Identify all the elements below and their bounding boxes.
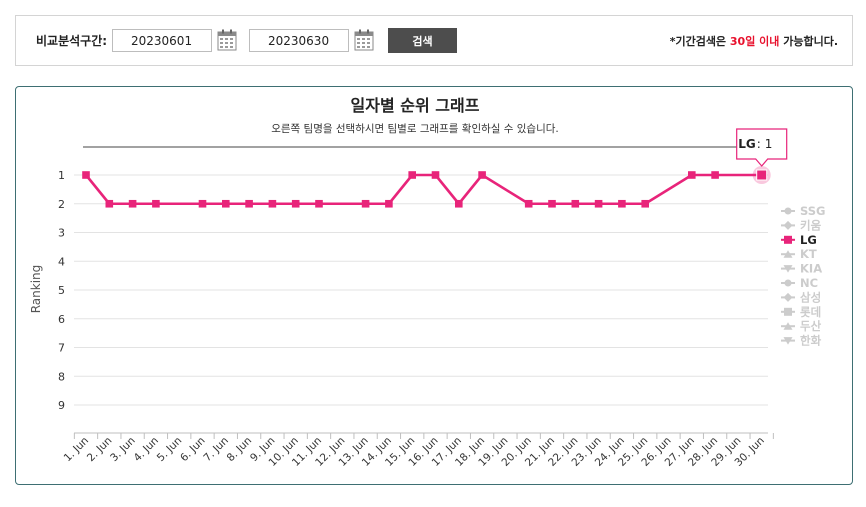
legend-label: KIA xyxy=(800,262,822,276)
calendar-icon[interactable] xyxy=(354,29,374,51)
filter-label: 비교분석구간: xyxy=(36,34,108,48)
legend-item-1[interactable]: SSG xyxy=(781,204,826,218)
data-point-marker xyxy=(128,199,137,208)
legend-marker xyxy=(783,220,793,230)
period-notice: *기간검색은 30일 이내 가능합니다. xyxy=(670,33,838,49)
x-tick-label: 8. Jun xyxy=(225,435,255,465)
legend-label: 키움 xyxy=(800,218,822,232)
legend-item-9[interactable]: 두산 xyxy=(781,319,822,333)
legend-item-2[interactable]: 키움 xyxy=(781,218,822,232)
x-tick-label: 3. Jun xyxy=(108,435,138,465)
tooltip-series-label: LG xyxy=(738,137,756,151)
data-point-marker xyxy=(268,199,277,208)
notice-suffix: 가능합니다. xyxy=(779,35,838,48)
series-line-lg xyxy=(84,173,762,206)
y-tick-label: 2 xyxy=(58,198,65,211)
end-date-input[interactable] xyxy=(249,29,349,52)
legend-marker xyxy=(784,207,792,215)
data-point-marker xyxy=(571,199,580,208)
x-tick-label: 5. Jun xyxy=(155,435,185,465)
data-point-marker xyxy=(361,199,370,208)
legend-item-5[interactable]: KIA xyxy=(781,262,822,276)
legend-item-8[interactable]: 롯데 xyxy=(781,305,821,319)
data-point-marker xyxy=(152,199,160,208)
y-tick-label: 4 xyxy=(58,255,65,268)
tooltip-value: 1 xyxy=(765,137,773,151)
y-tick-label: 8 xyxy=(58,370,65,383)
legend-label: NC xyxy=(800,276,818,290)
start-date-input[interactable] xyxy=(112,29,212,52)
legend-item-10[interactable]: 한화 xyxy=(781,334,822,348)
data-point-marker xyxy=(105,199,114,208)
data-point-marker xyxy=(245,199,253,208)
legend-item-6[interactable]: NC xyxy=(781,276,818,290)
legend-label: LG xyxy=(800,233,817,247)
data-point-marker xyxy=(548,199,556,208)
x-tick-label: 6. Jun xyxy=(178,435,208,465)
legend-marker xyxy=(783,265,793,273)
data-point-marker xyxy=(291,199,300,208)
legend-label: 삼성 xyxy=(800,290,821,304)
legend-label: 롯데 xyxy=(800,305,821,319)
x-tick-label: 4. Jun xyxy=(131,435,161,465)
data-point-marker xyxy=(618,199,626,208)
date-filter-bar: 비교분석구간: ~ 검색 *기간검색 xyxy=(15,15,853,66)
legend-label: KT xyxy=(800,247,817,261)
y-tick-label: 6 xyxy=(58,313,65,326)
ranking-line-chart: 일자별 순위 그래프 오른쪽 팀명을 선택하시면 팀별로 그래프를 확인하실 수… xyxy=(29,96,826,469)
search-button[interactable]: 검색 xyxy=(388,28,457,53)
legend-marker xyxy=(784,279,792,287)
legend-label: 두산 xyxy=(800,319,822,333)
hover-marker xyxy=(756,169,768,181)
data-point-marker xyxy=(408,171,416,179)
legend-label: 한화 xyxy=(800,334,822,348)
legend-marker xyxy=(783,292,793,302)
legend-marker xyxy=(783,322,793,330)
y-tick-label: 5 xyxy=(58,284,65,297)
calendar-icon[interactable] xyxy=(217,29,237,51)
legend-item-7[interactable]: 삼성 xyxy=(781,290,821,304)
data-point-marker xyxy=(455,199,463,208)
legend-item-4[interactable]: KT xyxy=(781,247,817,261)
data-point-marker xyxy=(82,171,90,179)
tooltip-separator: : xyxy=(757,137,761,151)
data-point-marker xyxy=(524,199,533,208)
y-tick-label: 1 xyxy=(58,169,65,182)
legend-item-3[interactable]: LG xyxy=(781,233,817,247)
legend-label: SSG xyxy=(800,204,826,218)
x-tick-label: 7. Jun xyxy=(201,435,231,465)
data-point-marker xyxy=(431,171,440,179)
data-point-marker xyxy=(711,171,719,179)
y-tick-label: 3 xyxy=(58,227,65,240)
data-point-marker xyxy=(198,199,207,208)
data-point-marker xyxy=(688,171,696,179)
tooltip-box xyxy=(736,128,788,167)
y-axis-title: Ranking xyxy=(29,265,43,314)
y-tick-label: 7 xyxy=(58,342,65,355)
legend-marker xyxy=(784,235,792,244)
legend-marker xyxy=(783,250,793,258)
notice-prefix: *기간검색은 xyxy=(669,35,730,48)
legend-marker xyxy=(784,307,792,316)
ranking-chart-panel: 일자별 순위 그래프 오른쪽 팀명을 선택하시면 팀별로 그래프를 확인하실 수… xyxy=(15,86,853,485)
data-point-marker xyxy=(315,199,323,208)
y-tick-label: 9 xyxy=(58,399,65,412)
data-point-marker xyxy=(222,199,230,208)
x-tick-label: 1. Jun xyxy=(62,435,92,465)
data-point-marker xyxy=(594,199,603,208)
x-tick-label: 2. Jun xyxy=(85,435,115,465)
data-point-marker xyxy=(641,199,649,208)
legend-marker xyxy=(783,337,793,345)
notice-highlight: 30일 이내 xyxy=(729,35,780,48)
data-point-marker xyxy=(478,171,486,179)
chart-subtitle: 오른쪽 팀명을 선택하시면 팀별로 그래프를 확인하실 수 있습니다. xyxy=(271,122,559,135)
chart-title: 일자별 순위 그래프 xyxy=(351,96,480,115)
data-point-marker xyxy=(385,199,393,208)
